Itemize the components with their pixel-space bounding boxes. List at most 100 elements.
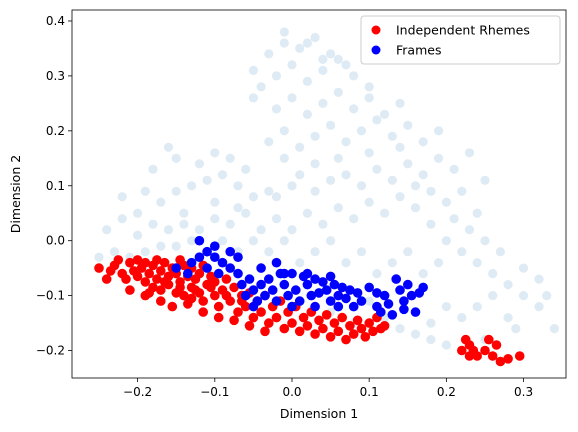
y-tick-label: 0.2 — [46, 124, 65, 138]
data-point — [237, 279, 247, 290]
data-point — [221, 290, 232, 301]
data-point — [287, 268, 297, 279]
data-point — [387, 175, 397, 185]
data-point — [210, 290, 220, 301]
data-point — [113, 255, 124, 265]
data-point — [333, 326, 344, 337]
data-point — [306, 290, 317, 301]
data-point — [267, 285, 278, 295]
data-point — [279, 323, 290, 334]
data-point — [314, 288, 324, 298]
data-point — [364, 93, 374, 103]
data-point — [326, 49, 336, 59]
y-axis-label: Dimension 2 — [8, 155, 23, 233]
data-point — [175, 282, 185, 293]
data-point — [403, 120, 413, 130]
data-point — [271, 214, 282, 224]
data-point — [321, 285, 332, 295]
data-point — [248, 285, 259, 295]
data-point — [368, 326, 378, 337]
data-point — [399, 296, 409, 306]
data-point — [295, 43, 305, 54]
data-point — [152, 255, 162, 265]
data-point — [264, 137, 274, 147]
data-point — [410, 203, 421, 213]
data-point — [133, 230, 143, 240]
data-point — [372, 164, 382, 174]
data-point — [287, 225, 297, 235]
data-point — [241, 208, 251, 218]
data-point — [383, 299, 394, 309]
data-point — [484, 334, 494, 345]
data-point — [310, 186, 320, 196]
data-point — [179, 290, 189, 301]
data-point — [406, 290, 417, 301]
data-point — [341, 293, 351, 304]
data-point — [410, 307, 421, 317]
data-point — [549, 324, 560, 334]
data-point — [387, 131, 397, 141]
x-tick-label: −0.1 — [200, 385, 229, 399]
data-point — [156, 266, 166, 276]
data-point — [349, 71, 359, 81]
data-point — [403, 159, 413, 169]
x-axis-label: Dimension 1 — [280, 406, 358, 421]
data-point — [360, 332, 371, 342]
data-point — [395, 285, 405, 295]
data-point — [256, 82, 266, 92]
data-point — [156, 285, 166, 295]
data-point — [326, 236, 336, 246]
data-point — [441, 197, 451, 207]
data-point — [441, 236, 451, 246]
data-point — [198, 296, 208, 306]
data-point — [210, 148, 220, 158]
data-point — [349, 104, 359, 114]
data-point — [194, 268, 205, 279]
data-point — [240, 290, 251, 301]
data-point — [387, 258, 397, 268]
data-point — [488, 269, 498, 279]
data-point — [426, 219, 436, 229]
data-point — [140, 257, 151, 268]
data-point — [225, 219, 235, 229]
data-point — [210, 197, 220, 207]
data-point — [511, 324, 521, 334]
data-point — [333, 203, 343, 213]
data-point — [241, 164, 251, 174]
data-point — [167, 301, 178, 312]
data-point — [206, 282, 216, 293]
data-point — [395, 192, 405, 202]
data-point — [125, 285, 135, 295]
data-point — [198, 307, 208, 317]
data-point — [457, 313, 467, 323]
data-point — [271, 257, 282, 268]
data-point — [256, 225, 266, 235]
data-point — [109, 247, 120, 257]
x-tick-label: 0.3 — [514, 385, 533, 399]
data-point — [345, 285, 355, 295]
data-point — [295, 142, 305, 152]
data-point — [356, 323, 367, 334]
data-point — [271, 104, 282, 114]
data-point — [441, 340, 451, 350]
data-point — [314, 315, 324, 326]
data-point — [213, 301, 224, 312]
data-point — [264, 186, 274, 196]
data-point — [225, 263, 235, 273]
data-point — [480, 236, 490, 246]
data-point — [352, 315, 363, 326]
y-tick-label: 0.3 — [46, 69, 65, 83]
data-point — [449, 164, 459, 174]
data-point — [310, 247, 320, 257]
data-point — [318, 65, 328, 75]
data-point — [132, 255, 143, 265]
data-point — [329, 318, 340, 328]
data-point — [326, 120, 336, 130]
data-point — [387, 310, 398, 320]
data-point — [345, 321, 355, 331]
data-point — [279, 153, 289, 163]
y-tick-label: −0.2 — [36, 344, 65, 358]
data-point — [171, 153, 181, 163]
data-point — [159, 277, 170, 287]
